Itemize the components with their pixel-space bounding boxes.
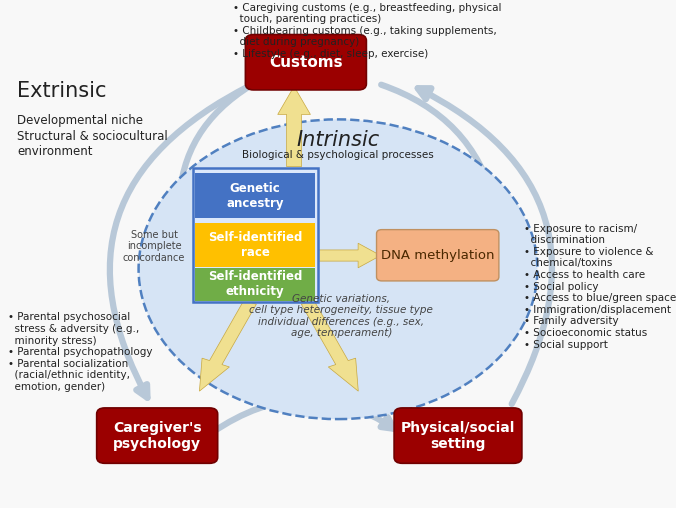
FancyArrow shape	[193, 173, 223, 297]
FancyArrow shape	[199, 300, 256, 391]
Text: Self-identified
ethnicity: Self-identified ethnicity	[208, 270, 302, 298]
Circle shape	[139, 119, 537, 419]
Text: Developmental niche: Developmental niche	[17, 114, 143, 128]
Text: Physical/social
setting: Physical/social setting	[401, 421, 515, 451]
FancyArrow shape	[316, 243, 381, 268]
FancyBboxPatch shape	[97, 408, 218, 463]
Text: Intrinsic: Intrinsic	[296, 130, 380, 150]
Text: Biological & psychological processes: Biological & psychological processes	[242, 150, 434, 160]
FancyBboxPatch shape	[394, 408, 522, 463]
Text: Some but
incomplete
concordance: Some but incomplete concordance	[123, 230, 185, 263]
Text: Self-identified
race: Self-identified race	[208, 231, 302, 259]
FancyBboxPatch shape	[195, 223, 315, 267]
Text: Customs: Customs	[269, 55, 343, 70]
Text: Genetic variations,
cell type heterogeneity, tissue type
individual differences : Genetic variations, cell type heterogene…	[249, 294, 433, 338]
FancyBboxPatch shape	[195, 268, 315, 301]
Text: Caregiver's
psychology: Caregiver's psychology	[113, 421, 201, 451]
Text: Genetic
ancestry: Genetic ancestry	[226, 181, 284, 210]
FancyArrow shape	[301, 300, 358, 391]
Text: Extrinsic: Extrinsic	[17, 81, 106, 101]
FancyBboxPatch shape	[195, 173, 315, 218]
Text: DNA methylation: DNA methylation	[381, 249, 494, 262]
Text: • Exposure to racism/
  discrimination
• Exposure to violence &
  chemical/toxin: • Exposure to racism/ discrimination • E…	[524, 224, 676, 350]
FancyArrow shape	[210, 173, 239, 297]
FancyArrow shape	[278, 86, 310, 167]
Text: Structural & sociocultural
environment: Structural & sociocultural environment	[17, 130, 168, 157]
FancyBboxPatch shape	[377, 230, 499, 281]
Text: • Caregiving customs (e.g., breastfeeding, physical
  touch, parenting practices: • Caregiving customs (e.g., breastfeedin…	[233, 3, 502, 59]
FancyBboxPatch shape	[193, 168, 318, 302]
Text: • Parental psychosocial
  stress & adversity (e.g.,
  minority stress)
• Parenta: • Parental psychosocial stress & adversi…	[8, 312, 153, 392]
FancyBboxPatch shape	[245, 35, 366, 90]
